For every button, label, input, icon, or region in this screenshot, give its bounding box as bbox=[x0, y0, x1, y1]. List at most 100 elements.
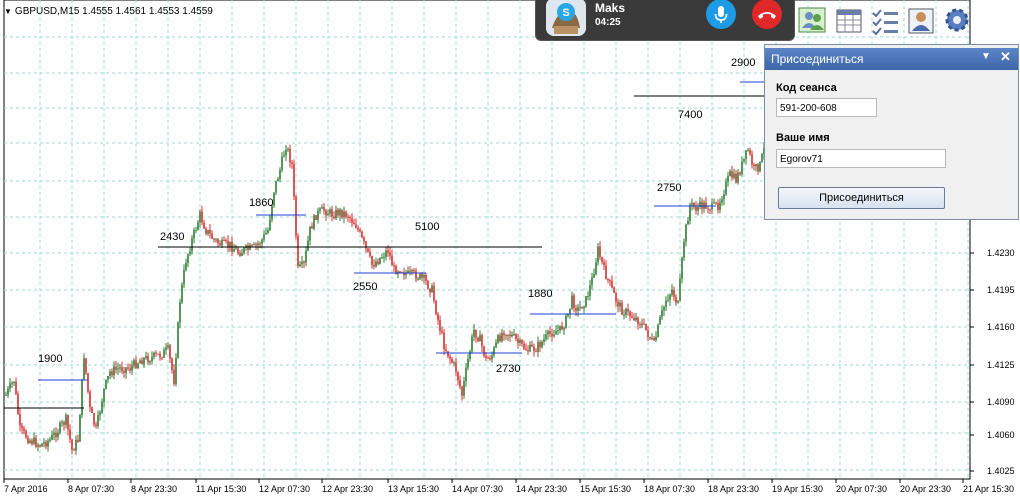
candle-body bbox=[229, 241, 231, 247]
candle-body bbox=[627, 308, 629, 312]
candle-body bbox=[241, 252, 243, 256]
level-label: 5100 bbox=[415, 221, 439, 233]
candle-body bbox=[389, 252, 391, 256]
candle-body bbox=[209, 229, 211, 234]
level-label: 2750 bbox=[657, 182, 681, 194]
price-tick-label: 1.4160 bbox=[987, 322, 1015, 332]
candle-body bbox=[317, 211, 319, 220]
checklist-button[interactable] bbox=[869, 4, 899, 36]
candle-body bbox=[23, 428, 25, 431]
candle-body bbox=[573, 295, 575, 309]
candle-body bbox=[491, 355, 493, 360]
time-tick-label: 14 Apr 07:30 bbox=[452, 484, 503, 494]
candle-body bbox=[633, 317, 635, 321]
close-icon[interactable]: ✕ bbox=[1000, 49, 1011, 64]
candle-body bbox=[413, 270, 415, 272]
candle-body bbox=[189, 251, 191, 255]
contacts-button[interactable] bbox=[797, 4, 827, 36]
chart-menu-arrow-icon[interactable]: ▼ bbox=[4, 7, 12, 16]
candle-body bbox=[171, 358, 173, 370]
candle-body bbox=[667, 299, 669, 301]
candle-body bbox=[519, 340, 521, 343]
candle-body bbox=[611, 281, 613, 288]
hang-up-icon bbox=[758, 12, 776, 19]
candle-body bbox=[119, 367, 121, 369]
candle-body bbox=[205, 228, 207, 234]
candle-body bbox=[525, 349, 527, 351]
candle-body bbox=[283, 155, 285, 157]
candle-body bbox=[513, 334, 515, 336]
candle-body bbox=[569, 308, 571, 314]
candle-body bbox=[399, 271, 401, 273]
candle-body bbox=[297, 235, 299, 266]
candle-body bbox=[113, 366, 115, 376]
panel-title-bar: Присоединиться ▼ ✕ bbox=[765, 48, 1018, 70]
candle-body bbox=[301, 261, 303, 265]
candle-body bbox=[689, 204, 691, 221]
candle-body bbox=[193, 229, 195, 239]
candle-body bbox=[357, 227, 359, 230]
candle-body bbox=[81, 379, 83, 415]
candle-body bbox=[733, 173, 735, 178]
candle-body bbox=[369, 251, 371, 256]
candle-body bbox=[623, 314, 625, 316]
candle-body bbox=[377, 261, 379, 264]
candle-body bbox=[705, 202, 707, 209]
candle-body bbox=[353, 222, 355, 225]
candle-body bbox=[461, 386, 463, 396]
candle-body bbox=[535, 350, 537, 352]
candle-body bbox=[359, 229, 361, 232]
calendar-button[interactable] bbox=[833, 4, 863, 36]
candle-body bbox=[631, 316, 633, 318]
settings-button[interactable] bbox=[941, 4, 971, 36]
candle-body bbox=[5, 394, 7, 396]
candle-body bbox=[295, 196, 297, 236]
candle-body bbox=[511, 334, 513, 337]
candle-body bbox=[745, 150, 747, 159]
price-tick-label: 1.4230 bbox=[987, 248, 1015, 258]
candle-body bbox=[471, 336, 473, 352]
candle-body bbox=[497, 335, 499, 343]
candle-body bbox=[319, 208, 321, 212]
candle-body bbox=[649, 337, 651, 339]
panel-menu-icon[interactable]: ▼ bbox=[981, 51, 991, 62]
session-code-field[interactable]: 591-200-608 bbox=[776, 98, 877, 117]
candle-body bbox=[255, 244, 257, 246]
candle-body bbox=[707, 208, 709, 210]
call-duration: 04:25 bbox=[595, 17, 621, 28]
candle-body bbox=[561, 325, 563, 330]
candle-body bbox=[565, 315, 567, 328]
candle-body bbox=[121, 367, 123, 371]
candle-body bbox=[743, 158, 745, 162]
candle-body bbox=[591, 277, 593, 286]
price-tick-label: 1.4195 bbox=[987, 285, 1015, 295]
candle-body bbox=[17, 394, 19, 414]
candle-body bbox=[107, 376, 109, 380]
checklist-icon bbox=[872, 9, 898, 36]
candle-body bbox=[143, 358, 145, 365]
candle-body bbox=[679, 278, 681, 301]
candle-body bbox=[621, 302, 623, 315]
candle-body bbox=[219, 243, 221, 246]
candle-body bbox=[49, 439, 51, 441]
hang-up-button[interactable] bbox=[752, 0, 782, 29]
candle-body bbox=[495, 342, 497, 348]
candle-body bbox=[75, 439, 77, 451]
candle-body bbox=[383, 256, 385, 258]
candle-body bbox=[739, 172, 741, 175]
candle-body bbox=[433, 285, 435, 301]
candle-body bbox=[29, 440, 31, 443]
candle-body bbox=[333, 216, 335, 219]
candle-body bbox=[451, 358, 453, 363]
candle-body bbox=[655, 336, 657, 341]
candle-body bbox=[63, 422, 65, 425]
your-name-field[interactable]: Egorov71 bbox=[776, 149, 946, 168]
user-card-button[interactable] bbox=[905, 4, 935, 36]
join-button[interactable]: Присоединиться bbox=[778, 187, 945, 209]
candle-body bbox=[527, 350, 529, 352]
price-tick-label: 1.4060 bbox=[987, 430, 1015, 440]
candle-body bbox=[187, 254, 189, 263]
candle-body bbox=[741, 161, 743, 175]
candle-body bbox=[173, 369, 175, 384]
microphone-button[interactable] bbox=[706, 0, 736, 29]
